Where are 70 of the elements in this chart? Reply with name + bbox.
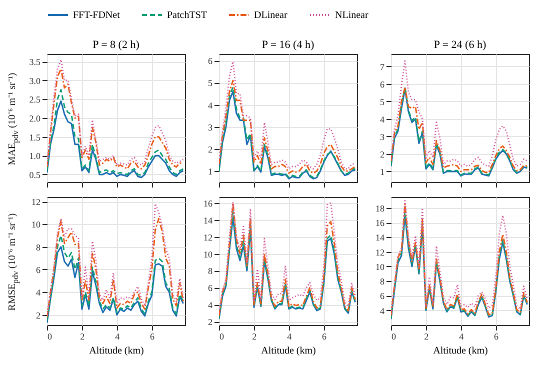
y-tick-label: 6	[380, 79, 385, 90]
x-tick-label: 6	[150, 332, 156, 342]
y-tick-label: 16	[376, 218, 385, 228]
line-series	[47, 234, 184, 322]
y-tick-label: 5	[380, 96, 385, 107]
y-tick-label: 2.5	[29, 94, 41, 105]
x-tick-label: 4	[287, 332, 292, 342]
line-series	[47, 89, 184, 176]
x-tick-label: 2	[252, 332, 257, 342]
y-tick-label: 18	[376, 203, 385, 214]
y-tick-label: 10	[32, 220, 41, 230]
y-tick-label: 1	[380, 166, 384, 177]
x-tick-label: 6	[322, 332, 328, 342]
x-axis-title: Altitude (km)	[89, 346, 144, 356]
line-series	[391, 60, 528, 167]
legend-label: DLinear	[254, 10, 288, 21]
y-tick-label: 6	[380, 291, 385, 302]
x-tick-label: 6	[494, 332, 500, 342]
legend-label: FFT-FDNet	[73, 10, 120, 21]
chart-title: P = 24 (6 h)	[434, 39, 486, 51]
y-tick-label: 0.5	[29, 170, 41, 180]
y-tick-label: 6	[208, 283, 213, 294]
y-tick-label: 4	[380, 306, 385, 316]
y-tick-label: 3.5	[29, 57, 41, 68]
y-tick-label: 8	[380, 276, 385, 287]
legend-label: PatchTST	[167, 10, 207, 21]
x-tick-label: 4	[115, 332, 120, 342]
y-tick-label: 12	[32, 197, 40, 208]
y-tick-label: 1.0	[29, 151, 41, 162]
y-tick-label: 4	[208, 100, 213, 110]
y-tick-label: 3	[208, 122, 213, 132]
x-tick-label: 0	[48, 332, 52, 342]
x-axis-title: Altitude (km)	[261, 346, 316, 356]
x-tick-label: 2	[80, 332, 85, 342]
y-tick-label: 2	[380, 149, 384, 160]
x-tick-label: 4	[459, 332, 464, 342]
y-tick-label: 6	[36, 264, 41, 275]
y-tick-label: 10	[376, 262, 385, 272]
chart-title: P = 8 (2 h)	[92, 39, 140, 51]
x-tick-label: 0	[220, 332, 224, 342]
line-series	[219, 60, 356, 170]
y-tick-label: 7	[380, 62, 385, 72]
y-tick-label: 8	[36, 242, 41, 252]
y-tick-label: 6	[208, 56, 213, 66]
y-tick-label: 2	[208, 317, 212, 328]
line-series	[47, 100, 184, 178]
y-tick-label: 2	[208, 144, 212, 154]
y-tick-label: 4	[208, 300, 213, 310]
y-tick-label: 5	[208, 78, 213, 88]
x-tick-label: 0	[392, 332, 396, 342]
y-tick-label: 3	[380, 132, 385, 142]
y-tick-label: 16	[204, 198, 213, 208]
y-tick-label: 8	[208, 266, 213, 276]
x-axis-title: Altitude (km)	[433, 346, 488, 356]
y-tick-label: 2	[36, 310, 40, 320]
line-series	[47, 246, 184, 324]
y-tick-label: 4	[36, 288, 41, 298]
y-tick-label: 1	[208, 166, 212, 176]
x-tick-label: 2	[424, 332, 429, 342]
y-tick-label: 10	[204, 249, 213, 260]
y-tick-label: 3.0	[29, 76, 41, 86]
legend-label: NLinear	[335, 10, 369, 21]
y-tick-label: 12	[376, 247, 384, 258]
y-tick-label: 12	[204, 232, 212, 242]
chart-title: P = 16 (4 h)	[262, 39, 314, 51]
y-tick-label: 14	[204, 215, 213, 226]
y-tick-label: 4	[380, 114, 385, 124]
y-tick-label: 14	[376, 232, 385, 243]
y-tick-label: 2.0	[29, 114, 41, 124]
y-tick-label: 1.5	[29, 132, 41, 142]
